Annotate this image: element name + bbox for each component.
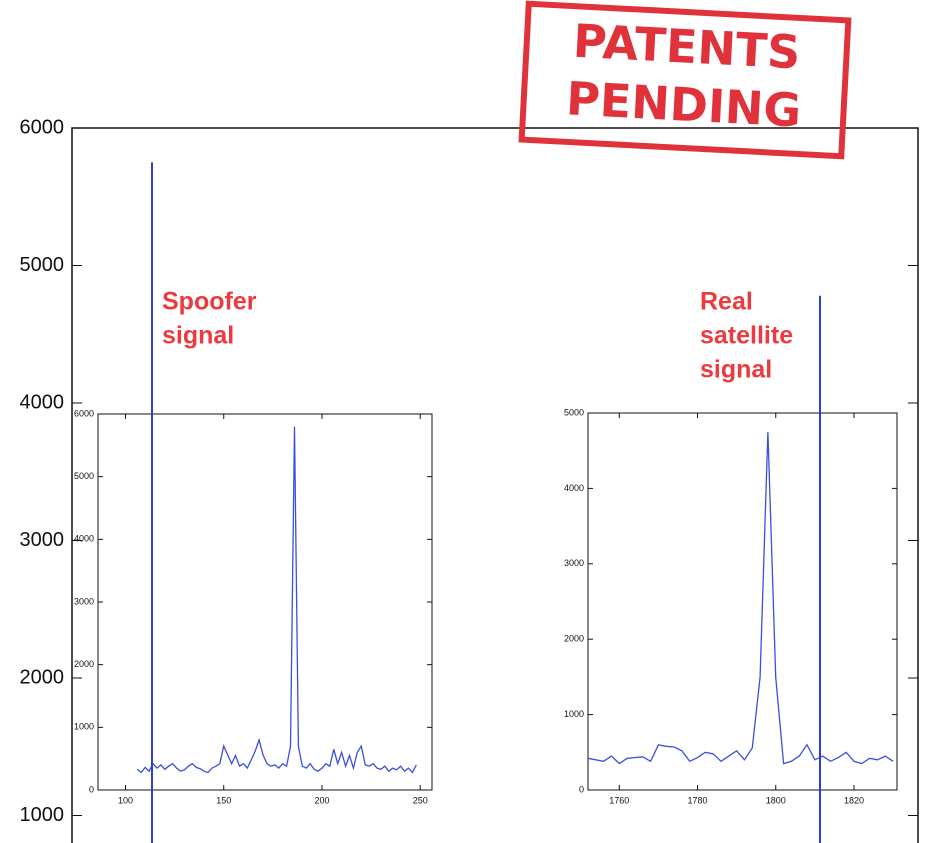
plot-frame: [587, 412, 898, 791]
x-tick-label: 1780: [688, 795, 708, 805]
plot-frame: [97, 413, 433, 791]
stamp-border: [518, 0, 852, 160]
x-tick-label: 100: [118, 795, 133, 805]
stamp: PATENTS PENDING: [518, 0, 852, 160]
data-line: [136, 426, 417, 774]
y-tick-label: 3000: [564, 558, 584, 568]
y-tick-label: 2000: [20, 666, 65, 688]
x-tick-label: 150: [216, 795, 231, 805]
y-tick-label: 1000: [564, 709, 584, 719]
y-tick-label: 4000: [564, 483, 584, 493]
y-tick-label: 6000: [74, 408, 94, 418]
x-tick-label: 250: [413, 795, 428, 805]
annotation: satellite: [700, 322, 793, 350]
stamp-line: PATENTS: [572, 14, 802, 80]
x-tick-label: 200: [314, 795, 329, 805]
annotation: Spoofer: [162, 288, 257, 316]
y-tick-label: 0: [579, 784, 584, 794]
data-line: [587, 431, 894, 765]
y-tick-label: 4000: [74, 534, 94, 544]
y-tick-label: 1000: [20, 804, 65, 826]
x-tick-label: 1820: [844, 795, 864, 805]
y-tick-label: 5000: [564, 407, 584, 417]
y-tick-label: 5000: [74, 471, 94, 481]
y-tick-label: 4000: [20, 391, 65, 413]
plots: 1000200030004000500060000100020003000400…: [20, 116, 919, 843]
stamp-line: PENDING: [565, 71, 803, 137]
y-tick-label: 3000: [74, 596, 94, 606]
y-tick-label: 6000: [20, 116, 65, 138]
annotation: Real: [700, 288, 753, 316]
y-tick-label: 3000: [20, 529, 65, 551]
x-tick-label: 1760: [609, 795, 629, 805]
x-tick-label: 1800: [766, 795, 786, 805]
annotation: signal: [700, 356, 772, 384]
y-tick-label: 2000: [564, 634, 584, 644]
y-tick-label: 0: [89, 784, 94, 794]
y-tick-label: 2000: [74, 659, 94, 669]
y-tick-label: 1000: [74, 722, 94, 732]
annotation: signal: [162, 322, 234, 350]
y-tick-label: 5000: [20, 254, 65, 276]
